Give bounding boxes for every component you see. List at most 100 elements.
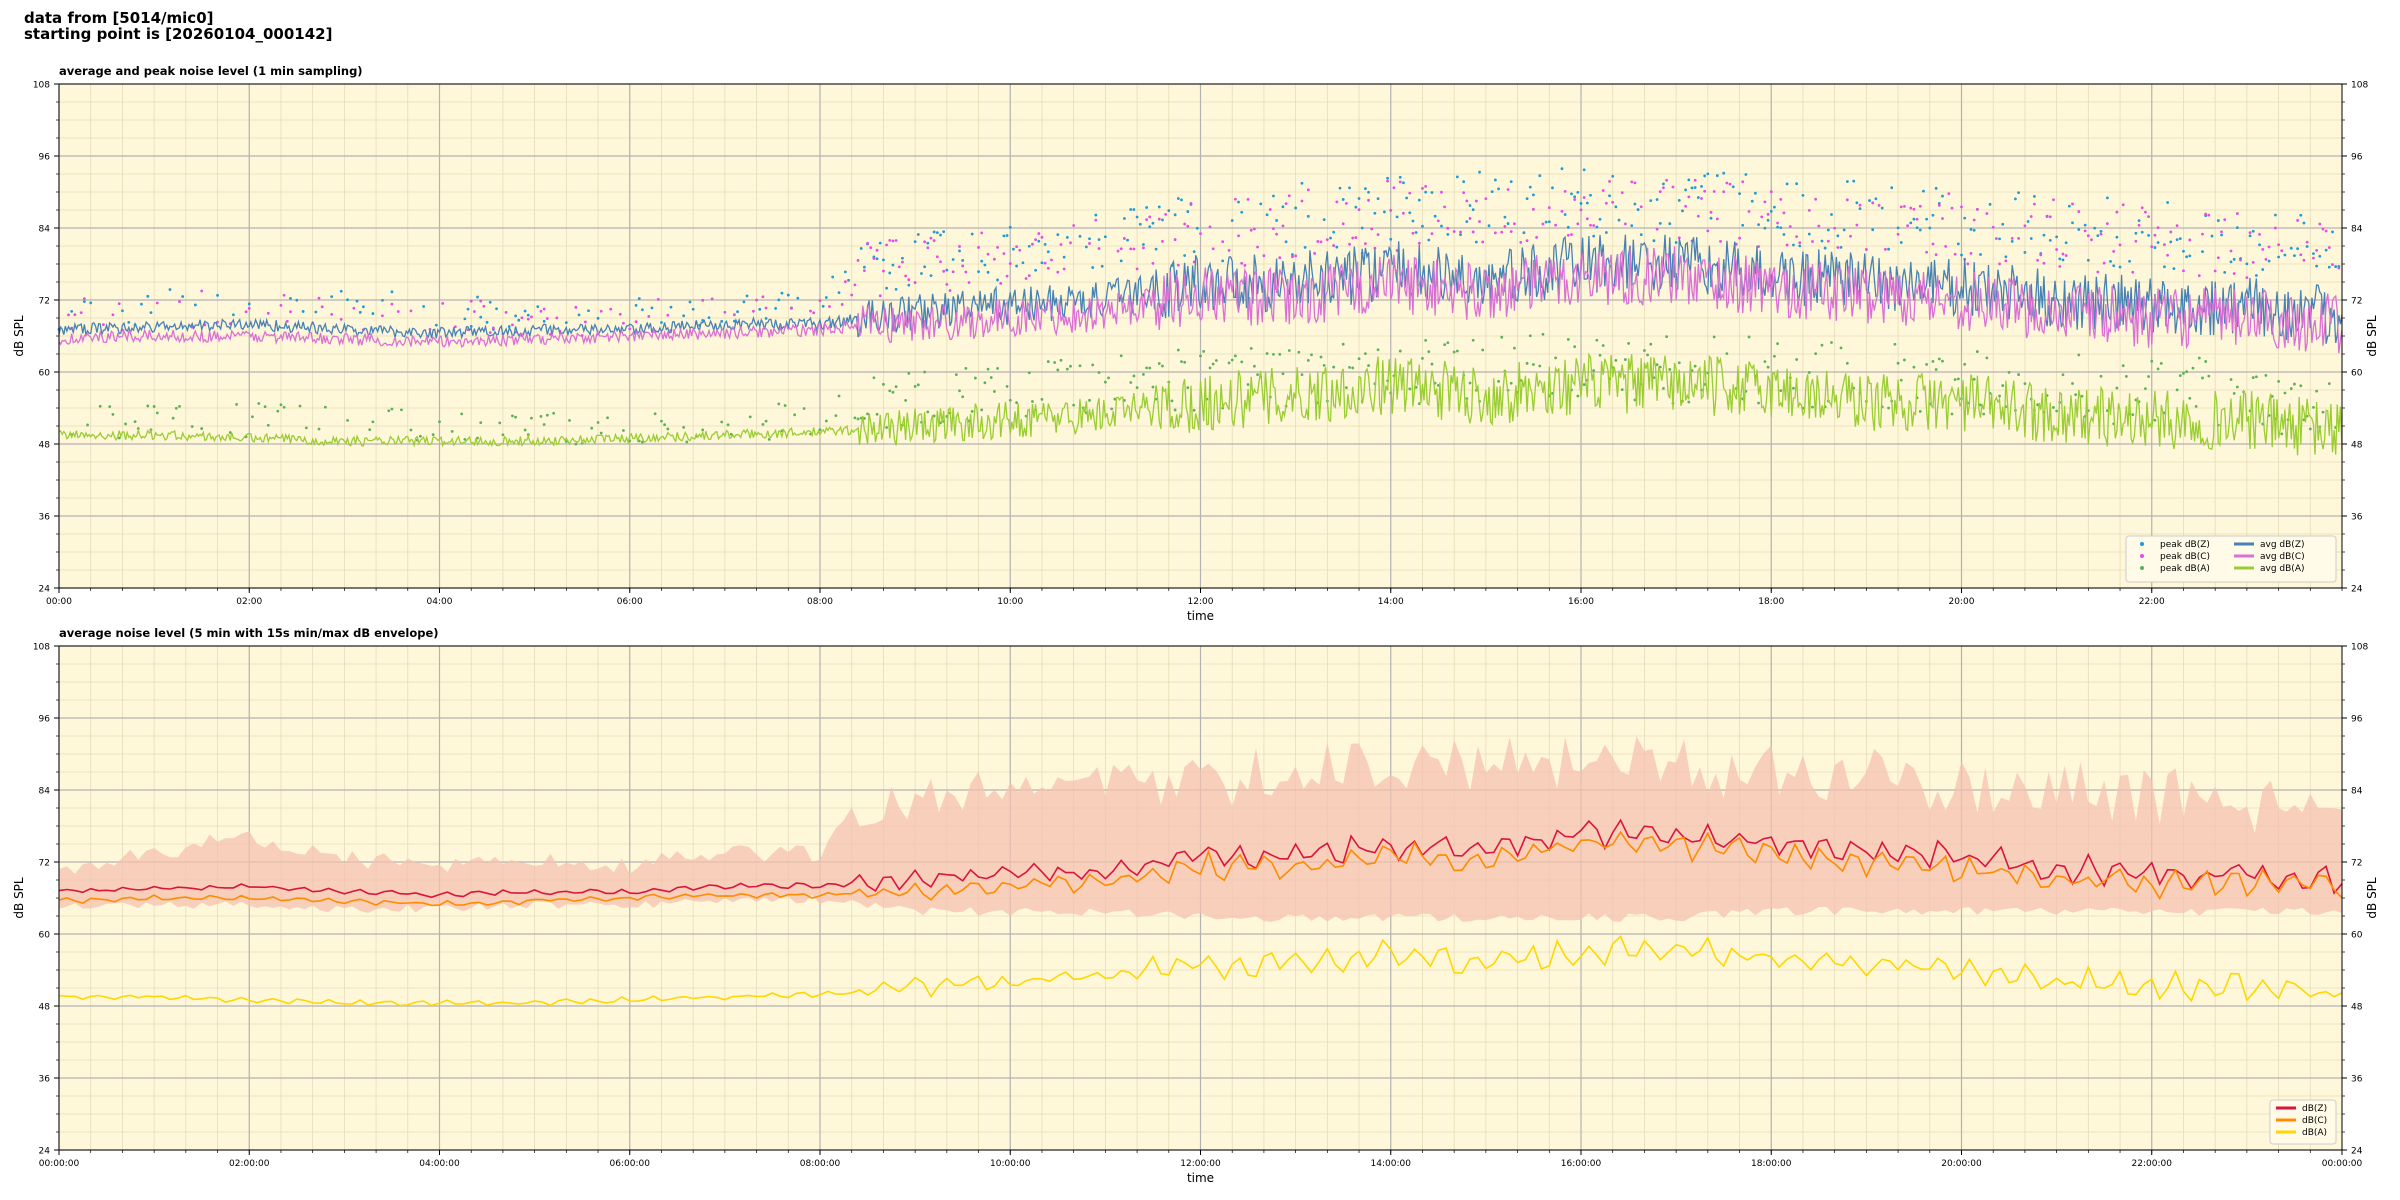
peak-point	[1357, 197, 1361, 200]
peak-point	[875, 412, 879, 416]
peak-point	[897, 265, 901, 269]
peak-point	[1969, 252, 1973, 255]
peak-point	[1411, 231, 1415, 235]
peak-point	[1674, 241, 1678, 244]
peak-point	[1015, 264, 1018, 268]
x-axis-label: time	[1187, 1171, 1214, 1185]
peak-point	[1123, 237, 1126, 240]
peak-point	[2308, 427, 2312, 431]
peak-point	[1598, 217, 1602, 221]
peak-point	[2036, 403, 2039, 407]
peak-point	[330, 295, 334, 299]
peak-point	[1008, 398, 1012, 402]
peak-point	[1585, 201, 1589, 205]
peak-point	[948, 289, 952, 292]
peak-point	[986, 270, 990, 274]
peak-point	[1084, 245, 1088, 249]
peak-point	[1785, 182, 1789, 186]
peak-point	[961, 264, 965, 268]
peak-point	[891, 239, 895, 243]
peak-point	[1297, 350, 1301, 354]
peak-point	[488, 331, 492, 334]
peak-point	[1183, 222, 1187, 226]
peak-point	[1538, 364, 1542, 368]
legend-label: avg dB(A)	[2260, 564, 2304, 574]
peak-point	[2254, 274, 2258, 277]
peak-point	[82, 297, 86, 301]
peak-point	[1817, 224, 1821, 228]
peak-point	[1481, 348, 1485, 352]
peak-point	[1753, 191, 1757, 195]
peak-point	[1554, 356, 1558, 360]
peak-point	[1820, 343, 1824, 347]
peak-point	[1500, 230, 1504, 234]
x-tick-label: 22:00:00	[2132, 1159, 2173, 1169]
plot-frame	[58, 83, 2343, 589]
peak-point	[2197, 356, 2201, 360]
peak-point	[1259, 202, 1263, 206]
peak-point	[1119, 247, 1123, 251]
peak-point	[1227, 248, 1231, 252]
peak-point	[1154, 397, 1158, 401]
peak-point	[1925, 362, 1929, 366]
peak-point	[1487, 224, 1491, 228]
peak-point	[866, 412, 869, 416]
peak-point	[1845, 361, 1849, 365]
peak-point	[1779, 226, 1783, 230]
peak-point	[767, 438, 771, 441]
peak-point	[983, 381, 987, 385]
peak-point	[352, 306, 356, 310]
peak-point	[1633, 202, 1637, 206]
peak-point	[1623, 358, 1627, 361]
peak-point	[1871, 201, 1875, 205]
peak-point	[1040, 397, 1044, 401]
peak-point	[1021, 261, 1025, 265]
peak-point	[656, 298, 660, 301]
peak-point	[1427, 350, 1431, 354]
peak-point	[2321, 227, 2325, 231]
peak-point	[1658, 190, 1662, 194]
peak-point	[168, 288, 172, 291]
peak-point	[1465, 199, 1469, 203]
peak-point	[964, 366, 968, 370]
peak-point	[2105, 196, 2109, 200]
peak-point	[1142, 243, 1145, 246]
peak-point	[831, 275, 835, 279]
peak-point	[2086, 234, 2090, 238]
peak-point	[888, 389, 892, 393]
peak-point	[1525, 361, 1529, 365]
peak-point	[755, 298, 758, 302]
peak-point	[1157, 205, 1161, 209]
peak-point	[476, 436, 479, 440]
peak-point	[1183, 360, 1187, 364]
peak-point	[1757, 245, 1760, 248]
peak-point	[498, 421, 502, 425]
peak-point	[1934, 186, 1938, 190]
peak-point	[1148, 225, 1152, 229]
peak-point	[1300, 199, 1304, 203]
peak-point	[1868, 199, 1871, 202]
peak-point	[1801, 193, 1805, 197]
peak-point	[1424, 338, 1428, 342]
peak-point	[891, 390, 895, 394]
peak-point	[872, 257, 876, 260]
peak-point	[1963, 362, 1967, 366]
peak-point	[1430, 362, 1434, 366]
peak-point	[1493, 178, 1497, 182]
peak-point	[1795, 358, 1799, 361]
peak-point	[1560, 167, 1564, 171]
peak-point	[932, 239, 936, 242]
y-tick-label-right: 48	[2351, 441, 2363, 451]
peak-point	[2207, 374, 2211, 378]
peak-point	[70, 309, 74, 313]
peak-point	[701, 298, 705, 302]
peak-point	[1750, 199, 1754, 203]
peak-point	[729, 432, 733, 436]
peak-point	[2305, 245, 2309, 248]
peak-point	[1056, 270, 1060, 274]
peak-point	[2274, 226, 2277, 230]
peak-point	[926, 246, 930, 250]
peak-point	[1389, 208, 1393, 212]
peak-point	[1842, 228, 1846, 232]
peak-point	[1249, 228, 1253, 232]
